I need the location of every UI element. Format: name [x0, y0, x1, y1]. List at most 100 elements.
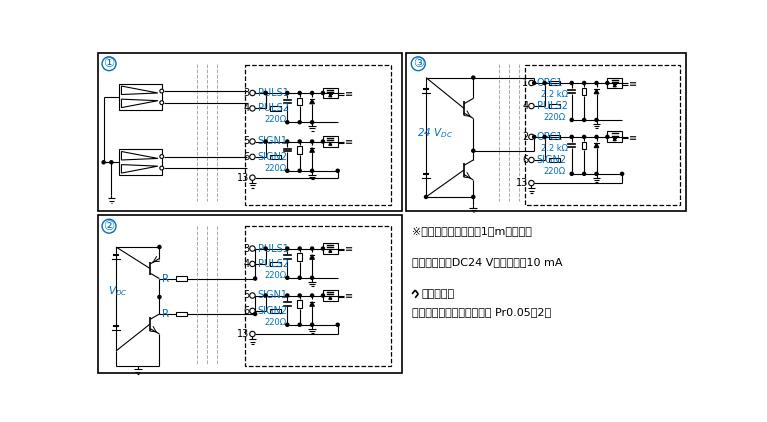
Text: 4: 4 [522, 101, 528, 111]
Text: 为双绞线。: 为双绞线。 [421, 289, 455, 299]
Circle shape [570, 135, 573, 138]
Text: 5: 5 [243, 136, 249, 146]
Circle shape [543, 135, 546, 138]
Circle shape [583, 119, 586, 122]
Circle shape [286, 92, 289, 95]
Circle shape [321, 247, 324, 250]
Circle shape [160, 89, 163, 93]
Circle shape [311, 276, 314, 279]
Circle shape [264, 92, 267, 95]
Circle shape [321, 294, 324, 297]
Circle shape [264, 247, 267, 250]
Text: 使用开路集电极时推荐设定 Pr0.05＝2。: 使用开路集电极时推荐设定 Pr0.05＝2。 [412, 307, 551, 317]
Text: 13: 13 [237, 173, 249, 183]
Circle shape [160, 101, 163, 105]
Bar [298, 253, 302, 261]
Text: 220Ω: 220Ω [265, 115, 287, 124]
Bar [245, 65, 391, 205]
Circle shape [595, 172, 598, 176]
Bar [549, 81, 560, 85]
Circle shape [160, 154, 163, 158]
Bar [323, 88, 337, 98]
Polygon shape [594, 143, 599, 148]
Circle shape [298, 140, 301, 143]
Text: 220Ω: 220Ω [544, 113, 566, 122]
Polygon shape [310, 99, 314, 104]
Circle shape [595, 135, 598, 138]
Circle shape [606, 81, 609, 84]
Circle shape [311, 169, 314, 172]
Text: 5: 5 [243, 290, 249, 300]
Circle shape [583, 135, 586, 138]
Bar [549, 158, 560, 162]
Polygon shape [329, 296, 332, 299]
Circle shape [286, 140, 289, 143]
Text: 3: 3 [243, 243, 249, 254]
Bar [270, 154, 281, 159]
Text: ≡: ≡ [629, 133, 637, 143]
Circle shape [110, 161, 113, 164]
Bar [298, 300, 302, 308]
Circle shape [298, 323, 301, 326]
Text: PULS2: PULS2 [258, 103, 289, 114]
Circle shape [424, 195, 427, 198]
Circle shape [595, 81, 598, 84]
Polygon shape [613, 138, 617, 141]
Bar [549, 104, 560, 108]
Text: ≡: ≡ [344, 137, 353, 147]
Polygon shape [310, 255, 314, 259]
Circle shape [286, 276, 289, 279]
Bar [607, 78, 622, 88]
Text: ※配线长度，请控制在1（m以内）。: ※配线长度，请控制在1（m以内）。 [412, 226, 532, 236]
Polygon shape [594, 89, 599, 94]
Text: 2: 2 [522, 132, 528, 142]
Bar [176, 312, 186, 316]
Polygon shape [310, 148, 314, 152]
Circle shape [570, 172, 573, 176]
Text: ③: ③ [413, 57, 424, 70]
Text: SIGN1: SIGN1 [258, 136, 288, 146]
Bar [119, 84, 162, 110]
Circle shape [250, 106, 255, 111]
Text: PULS1: PULS1 [258, 243, 288, 254]
Circle shape [528, 157, 534, 162]
Circle shape [250, 293, 255, 298]
Text: 2.2 kΩ: 2.2 kΩ [542, 90, 568, 99]
Circle shape [264, 92, 267, 95]
Circle shape [336, 323, 339, 326]
Text: 220Ω: 220Ω [544, 167, 566, 176]
Bar [607, 132, 622, 142]
Text: SIGN2: SIGN2 [537, 155, 567, 165]
Bar [298, 97, 302, 106]
Text: 13: 13 [516, 178, 528, 188]
Circle shape [311, 140, 314, 143]
Circle shape [411, 57, 425, 70]
Bar [323, 243, 337, 254]
Circle shape [286, 323, 289, 326]
Circle shape [336, 169, 339, 172]
Circle shape [298, 92, 301, 95]
Circle shape [286, 169, 289, 172]
Circle shape [298, 247, 301, 250]
Circle shape [286, 247, 289, 250]
Text: 24 $V_{DC}$: 24 $V_{DC}$ [416, 126, 453, 140]
Text: ①: ① [104, 57, 115, 70]
Text: R: R [162, 273, 170, 284]
Circle shape [298, 276, 301, 279]
Bar [323, 136, 337, 147]
Polygon shape [121, 99, 158, 108]
Circle shape [286, 121, 289, 124]
Text: ≡: ≡ [344, 89, 353, 99]
Circle shape [570, 119, 573, 122]
Circle shape [311, 92, 314, 95]
Text: PULS2: PULS2 [537, 101, 568, 111]
Circle shape [264, 294, 267, 297]
Text: 2.2 kΩ: 2.2 kΩ [542, 144, 568, 153]
Text: ≡: ≡ [629, 79, 637, 89]
Bar [270, 308, 281, 313]
Circle shape [528, 103, 534, 109]
Circle shape [250, 154, 255, 160]
Circle shape [311, 247, 314, 250]
Circle shape [298, 294, 301, 297]
Text: PULS1: PULS1 [258, 88, 288, 98]
